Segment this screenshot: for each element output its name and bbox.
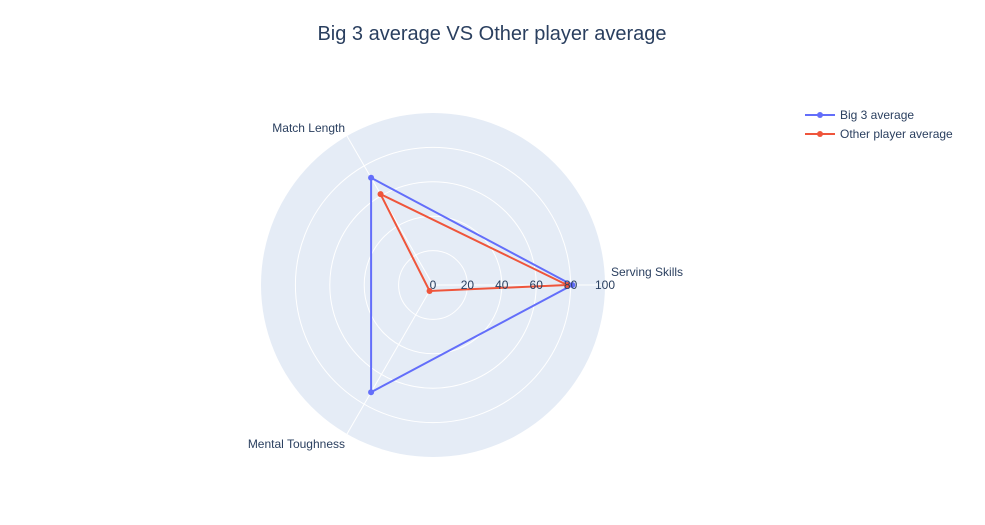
chart-title: Big 3 average VS Other player average bbox=[317, 23, 666, 45]
legend-label: Other player average bbox=[840, 127, 953, 141]
radial-tick-label: 20 bbox=[461, 278, 475, 292]
legend-item[interactable]: Big 3 average bbox=[805, 108, 914, 122]
legend-label: Big 3 average bbox=[840, 108, 914, 122]
radial-tick-label: 100 bbox=[595, 278, 615, 292]
radial-tick-label: 80 bbox=[564, 278, 578, 292]
legend-marker-icon bbox=[817, 131, 823, 137]
data-point[interactable] bbox=[368, 389, 374, 395]
radial-tick-label: 40 bbox=[495, 278, 509, 292]
angular-axis-label: Match Length bbox=[272, 121, 345, 135]
legend-item[interactable]: Other player average bbox=[805, 127, 953, 141]
data-point[interactable] bbox=[378, 191, 384, 197]
angular-axis-label: Mental Toughness bbox=[248, 437, 345, 451]
radial-tick-label: 60 bbox=[530, 278, 544, 292]
legend[interactable]: Big 3 average Other player average bbox=[805, 108, 953, 141]
angular-axis-label: Serving Skills bbox=[611, 265, 683, 279]
data-point[interactable] bbox=[368, 175, 374, 181]
legend-marker-icon bbox=[817, 112, 823, 118]
radial-tick-label: 0 bbox=[430, 278, 437, 292]
